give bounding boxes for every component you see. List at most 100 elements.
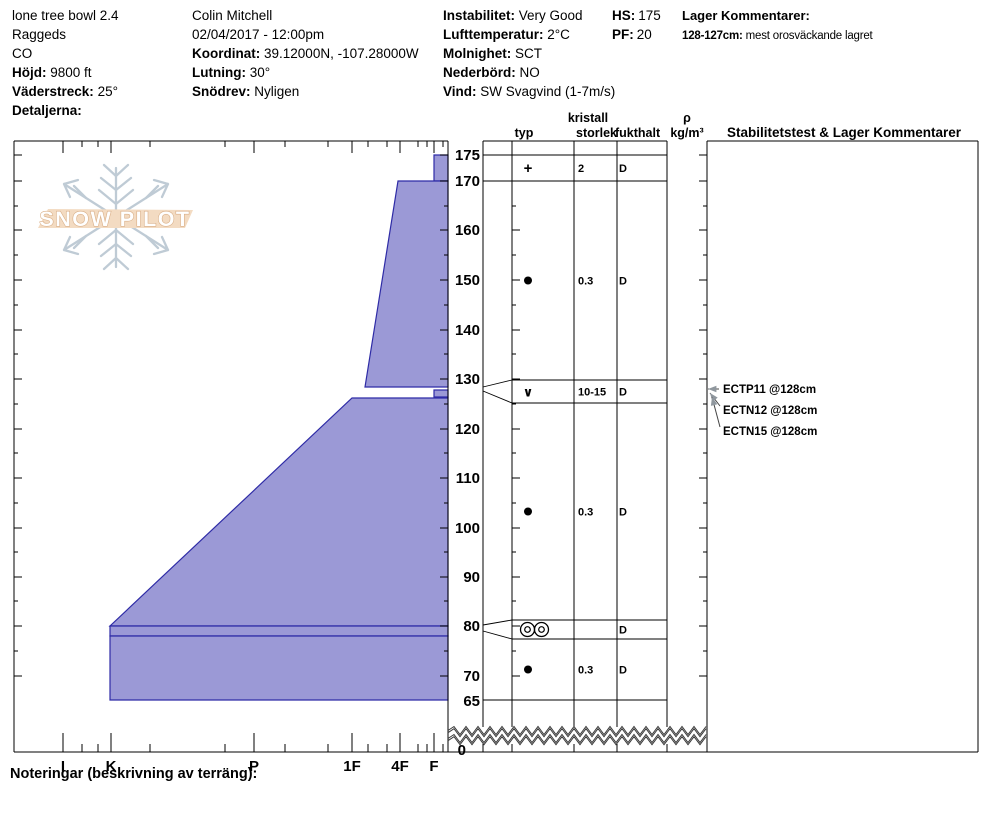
pf-value: 20 bbox=[636, 27, 652, 42]
wedge-line bbox=[482, 630, 513, 640]
precip-row: Nederbörd: NO bbox=[443, 63, 615, 82]
airtemp-value: 2°C bbox=[547, 27, 570, 42]
grain-size-value: 0.3 bbox=[578, 507, 593, 519]
observer-name: Colin Mitchell bbox=[192, 8, 273, 23]
notes-heading: Noteringar (beskrivning av terräng): bbox=[10, 766, 258, 782]
grain-size-value: 0.3 bbox=[578, 276, 593, 288]
hardness-label-P: P bbox=[249, 758, 259, 775]
hs-label: HS: bbox=[612, 8, 636, 23]
column-header-kristall: kristall bbox=[568, 111, 608, 125]
axis-break-zigzag bbox=[447, 725, 707, 736]
elevation-row: Höjd: 9800 ft bbox=[12, 63, 119, 82]
grain-symbol-dot bbox=[524, 276, 532, 285]
profile-layer bbox=[109, 635, 449, 701]
aspect-label: Väderstreck: bbox=[12, 84, 94, 99]
instability-value: Very Good bbox=[518, 8, 583, 23]
slope-value: 30° bbox=[249, 65, 271, 80]
depth-label-110: 110 bbox=[456, 470, 480, 487]
stability-annotations: ECTP11 @128cm ECTN12 @128cm ECTN15 @128cm bbox=[708, 384, 817, 438]
instability-row: Instabilitet: Very Good bbox=[443, 6, 615, 25]
aspect-value: 25° bbox=[97, 84, 118, 99]
axis-break-zigzag bbox=[447, 733, 707, 744]
depth-label-100: 100 bbox=[455, 520, 480, 537]
header-conditions-column: Instabilitet: Very Good Lufttemperatur: … bbox=[443, 6, 615, 101]
grain-symbol-crust-ring bbox=[533, 621, 550, 638]
snowflake-icon bbox=[72, 184, 160, 200]
stability-test-label: ECTP11 @128cm bbox=[723, 384, 816, 396]
snowflake-icon bbox=[97, 228, 135, 246]
watermark: SNOW PILOT bbox=[38, 163, 193, 271]
axis-break-zigzag bbox=[447, 727, 707, 738]
slope-row: Lutning: 30° bbox=[192, 63, 419, 82]
header-totals-column: HS: 175 PF: 20 bbox=[612, 6, 661, 44]
slope-label: Lutning: bbox=[192, 65, 246, 80]
airtemp-label: Lufttemperatur: bbox=[443, 27, 544, 42]
profile-layer bbox=[433, 154, 449, 182]
grain-size-value: 2 bbox=[578, 163, 584, 175]
depth-label-120: 120 bbox=[455, 421, 480, 438]
elevation-value: 9800 ft bbox=[50, 65, 92, 80]
moisture-value: D bbox=[619, 665, 627, 677]
sky-label: Molnighet: bbox=[443, 46, 512, 61]
hardness-profile bbox=[108, 154, 449, 701]
drift-label: Snödrev: bbox=[192, 84, 251, 99]
grain-size-value: 10-15 bbox=[578, 387, 606, 399]
header-layer-comments-column: Lager Kommentarer: 128-127cm: mest orosv… bbox=[682, 6, 873, 46]
instability-label: Instabilitet: bbox=[443, 8, 516, 23]
pit-name: lone tree bowl 2.4 bbox=[12, 8, 119, 23]
details-label: Detaljerna: bbox=[12, 103, 82, 118]
grain-symbol-plus: + bbox=[524, 160, 533, 177]
airtemp-row: Lufttemperatur: 2°C bbox=[443, 25, 615, 44]
coordinates-value: 39.12000N, -107.28000W bbox=[264, 46, 419, 61]
stability-test-label: ECTN15 @128cm bbox=[723, 426, 817, 438]
depth-label-170: 170 bbox=[455, 173, 480, 190]
depth-axis-labels: 175 170 160 150 140 130 120 110 100 90 80 70 65 0 bbox=[455, 147, 480, 759]
depth-label-80: 80 bbox=[463, 618, 480, 635]
hs-row: HS: 175 bbox=[612, 6, 661, 25]
header-location-column: lone tree bowl 2.4 Raggeds CO Höjd: 9800… bbox=[12, 6, 119, 120]
grain-symbol-dot bbox=[524, 507, 532, 516]
column-header-stability: Stabilitetstest & Lager Kommentarer bbox=[727, 125, 962, 140]
pf-row: PF: 20 bbox=[612, 25, 661, 44]
depth-label-0: 0 bbox=[458, 742, 466, 759]
hardness-label-1F: 1F bbox=[343, 758, 361, 775]
pf-label: PF: bbox=[612, 27, 634, 42]
moisture-value: D bbox=[619, 276, 627, 288]
moisture-value: D bbox=[619, 507, 627, 519]
moisture-value: D bbox=[619, 625, 627, 637]
hardness-axis-labels: I K P 1F 4F F bbox=[61, 758, 439, 775]
annotation-arrowhead-icon bbox=[708, 385, 717, 393]
layer-comments-title: Lager Kommentarer: bbox=[682, 8, 810, 23]
wind-row: Vind: SW Svagvind (1-7m/s) bbox=[443, 82, 615, 101]
moisture-value: D bbox=[619, 387, 627, 399]
grain-symbol-crust-ring-inner bbox=[538, 626, 545, 633]
grain-symbol-crust-ring bbox=[519, 621, 536, 638]
watermark-logo-text: SNOW PILOT bbox=[39, 207, 190, 231]
profile-layer bbox=[109, 625, 449, 637]
depth-label-140: 140 bbox=[455, 322, 480, 339]
pit-range: Raggeds bbox=[12, 27, 67, 42]
profile-layer bbox=[108, 397, 449, 627]
layer-comment-row: 128-127cm: mest orosväckande lagret bbox=[682, 27, 873, 46]
header-observer-column: Colin Mitchell 02/04/2017 - 12:00pm Koor… bbox=[192, 6, 419, 101]
column-header-fukthalt: fukthalt bbox=[615, 126, 661, 140]
snowflake-icon bbox=[102, 256, 130, 271]
hs-value: 175 bbox=[638, 8, 661, 23]
precip-value: NO bbox=[519, 65, 540, 80]
pit-state: CO bbox=[12, 46, 33, 61]
profile-layer bbox=[364, 180, 449, 388]
drift-value: Nyligen bbox=[254, 84, 300, 99]
chart-frame bbox=[13, 140, 979, 753]
snowflake-icon bbox=[99, 242, 133, 258]
depth-label-150: 150 bbox=[455, 272, 480, 289]
watermark-banner bbox=[38, 209, 193, 228]
column-header-storlek: storlek bbox=[576, 126, 617, 140]
layer-comment-range: 128-127cm: bbox=[682, 30, 743, 42]
profile-layer bbox=[433, 389, 449, 398]
grain-symbol-crust-ring-inner bbox=[524, 626, 531, 633]
elevation-label: Höjd: bbox=[12, 65, 47, 80]
column-header-typ: typ bbox=[515, 126, 534, 140]
